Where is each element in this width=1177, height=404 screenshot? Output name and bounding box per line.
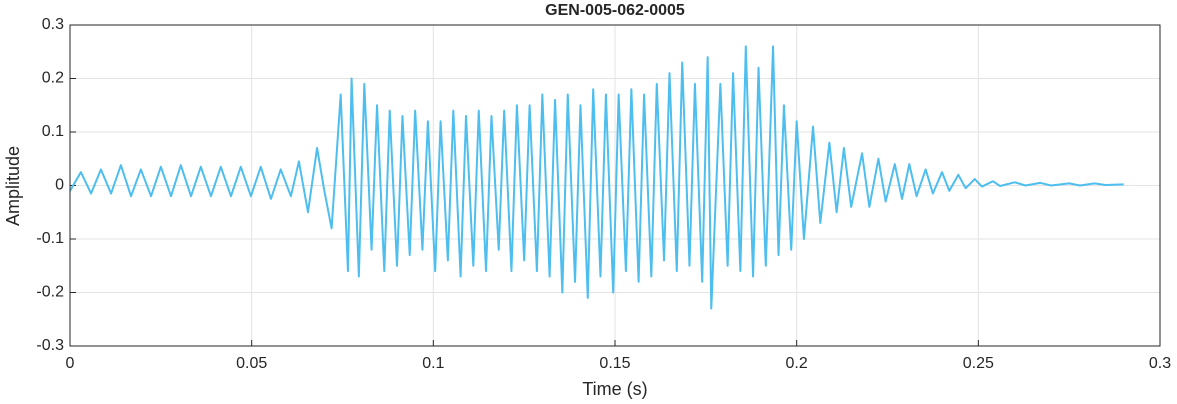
x-tick-label: 0.2 [786,355,808,372]
x-tick-label: 0.3 [1149,355,1171,372]
y-tick-label: 0 [55,177,64,194]
chart-title: GEN-005-062-0005 [545,2,685,19]
y-tick-label: -0.2 [36,284,64,301]
waveform-line [69,45,1124,310]
plot-frame [69,24,1161,347]
y-tick-label: -0.3 [36,337,64,354]
y-tick-label: 0.1 [42,123,64,140]
x-axis-label: Time (s) [582,379,647,399]
y-tick-label: 0.3 [42,16,64,33]
x-tick-label: 0.15 [599,355,630,372]
x-tick-label: 0.05 [236,355,267,372]
x-tick-label: 0 [66,355,75,372]
y-tick-label: -0.1 [36,230,64,247]
y-tick-label: 0.2 [42,70,64,87]
y-axis-label: Amplitude [3,146,23,226]
x-tick-label: 0.25 [963,355,994,372]
x-tick-label: 0.1 [422,355,444,372]
